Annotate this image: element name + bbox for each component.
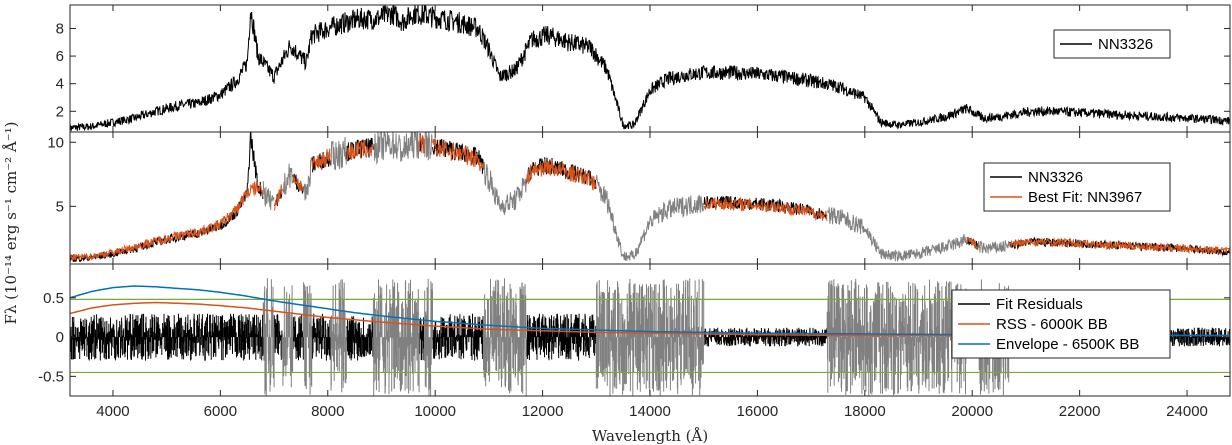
masked-region-line — [262, 132, 1011, 262]
y-tick-label: -0.5 — [38, 368, 64, 385]
x-tick-label: 8000 — [311, 403, 344, 420]
legend: NN3326 Best Fit: NN3967 — [983, 162, 1171, 212]
y-tick-label: 4 — [56, 76, 64, 93]
y-tick-label: 2 — [56, 103, 64, 120]
legend-label: Best Fit: NN3967 — [1028, 189, 1142, 206]
x-tick-label: 14000 — [629, 403, 671, 420]
legend-box — [983, 162, 1171, 212]
x-axis: 4000 6000 8000 10000 12000 14000 16000 18000 200… — [96, 403, 1208, 420]
x-axis-label: Wavelength (Å) — [592, 427, 708, 445]
x-tick-label: 18000 — [844, 403, 886, 420]
series-nn3326-line — [70, 5, 1230, 132]
spectrum-panel: 2 4 6 8 NN3326 — [56, 4, 1231, 133]
x-tick-label: 22000 — [1059, 403, 1101, 420]
x-tick-label: 12000 — [522, 403, 564, 420]
x-tick-label: 16000 — [737, 403, 779, 420]
masked-residuals — [262, 278, 1011, 396]
legend: Fit Residuals RSS - 6000K BB Envelope - 65… — [951, 289, 1171, 359]
y-axis-label: Fλ (10⁻¹⁴ erg s⁻¹ cm⁻² Å⁻¹) — [2, 121, 20, 324]
plot-area — [70, 132, 1230, 263]
y-tick-label: 10 — [47, 134, 64, 151]
y-tick-label: 0.5 — [43, 290, 64, 307]
y-tick-label: 0 — [56, 329, 64, 346]
series-best-fit-line — [70, 134, 1230, 261]
plot-area — [70, 5, 1230, 132]
legend-label: Envelope - 6500K BB — [996, 336, 1139, 353]
legend-label: RSS - 6000K BB — [996, 316, 1108, 333]
x-tick-label: 10000 — [414, 403, 456, 420]
legend: NN3326 — [1053, 29, 1171, 59]
x-tick-label: 4000 — [96, 403, 129, 420]
y-tick-label: 8 — [56, 20, 64, 37]
y-tick-label: 6 — [56, 48, 64, 65]
legend-label: NN3326 — [1098, 36, 1153, 53]
x-tick-label: 24000 — [1166, 403, 1208, 420]
x-tick-label: 20000 — [951, 403, 993, 420]
legend-label: Fit Residuals — [996, 296, 1083, 313]
x-tick-label: 6000 — [204, 403, 237, 420]
residuals-panel: -0.5 0 0.5 Fit Residuals RSS - 6000K BB Envel… — [38, 263, 1231, 397]
legend-label: NN3326 — [1028, 169, 1083, 186]
y-tick-label: 5 — [56, 198, 64, 215]
fit-panel: 5 10 NN3326 Best Fit: NN3967 — [47, 131, 1231, 265]
